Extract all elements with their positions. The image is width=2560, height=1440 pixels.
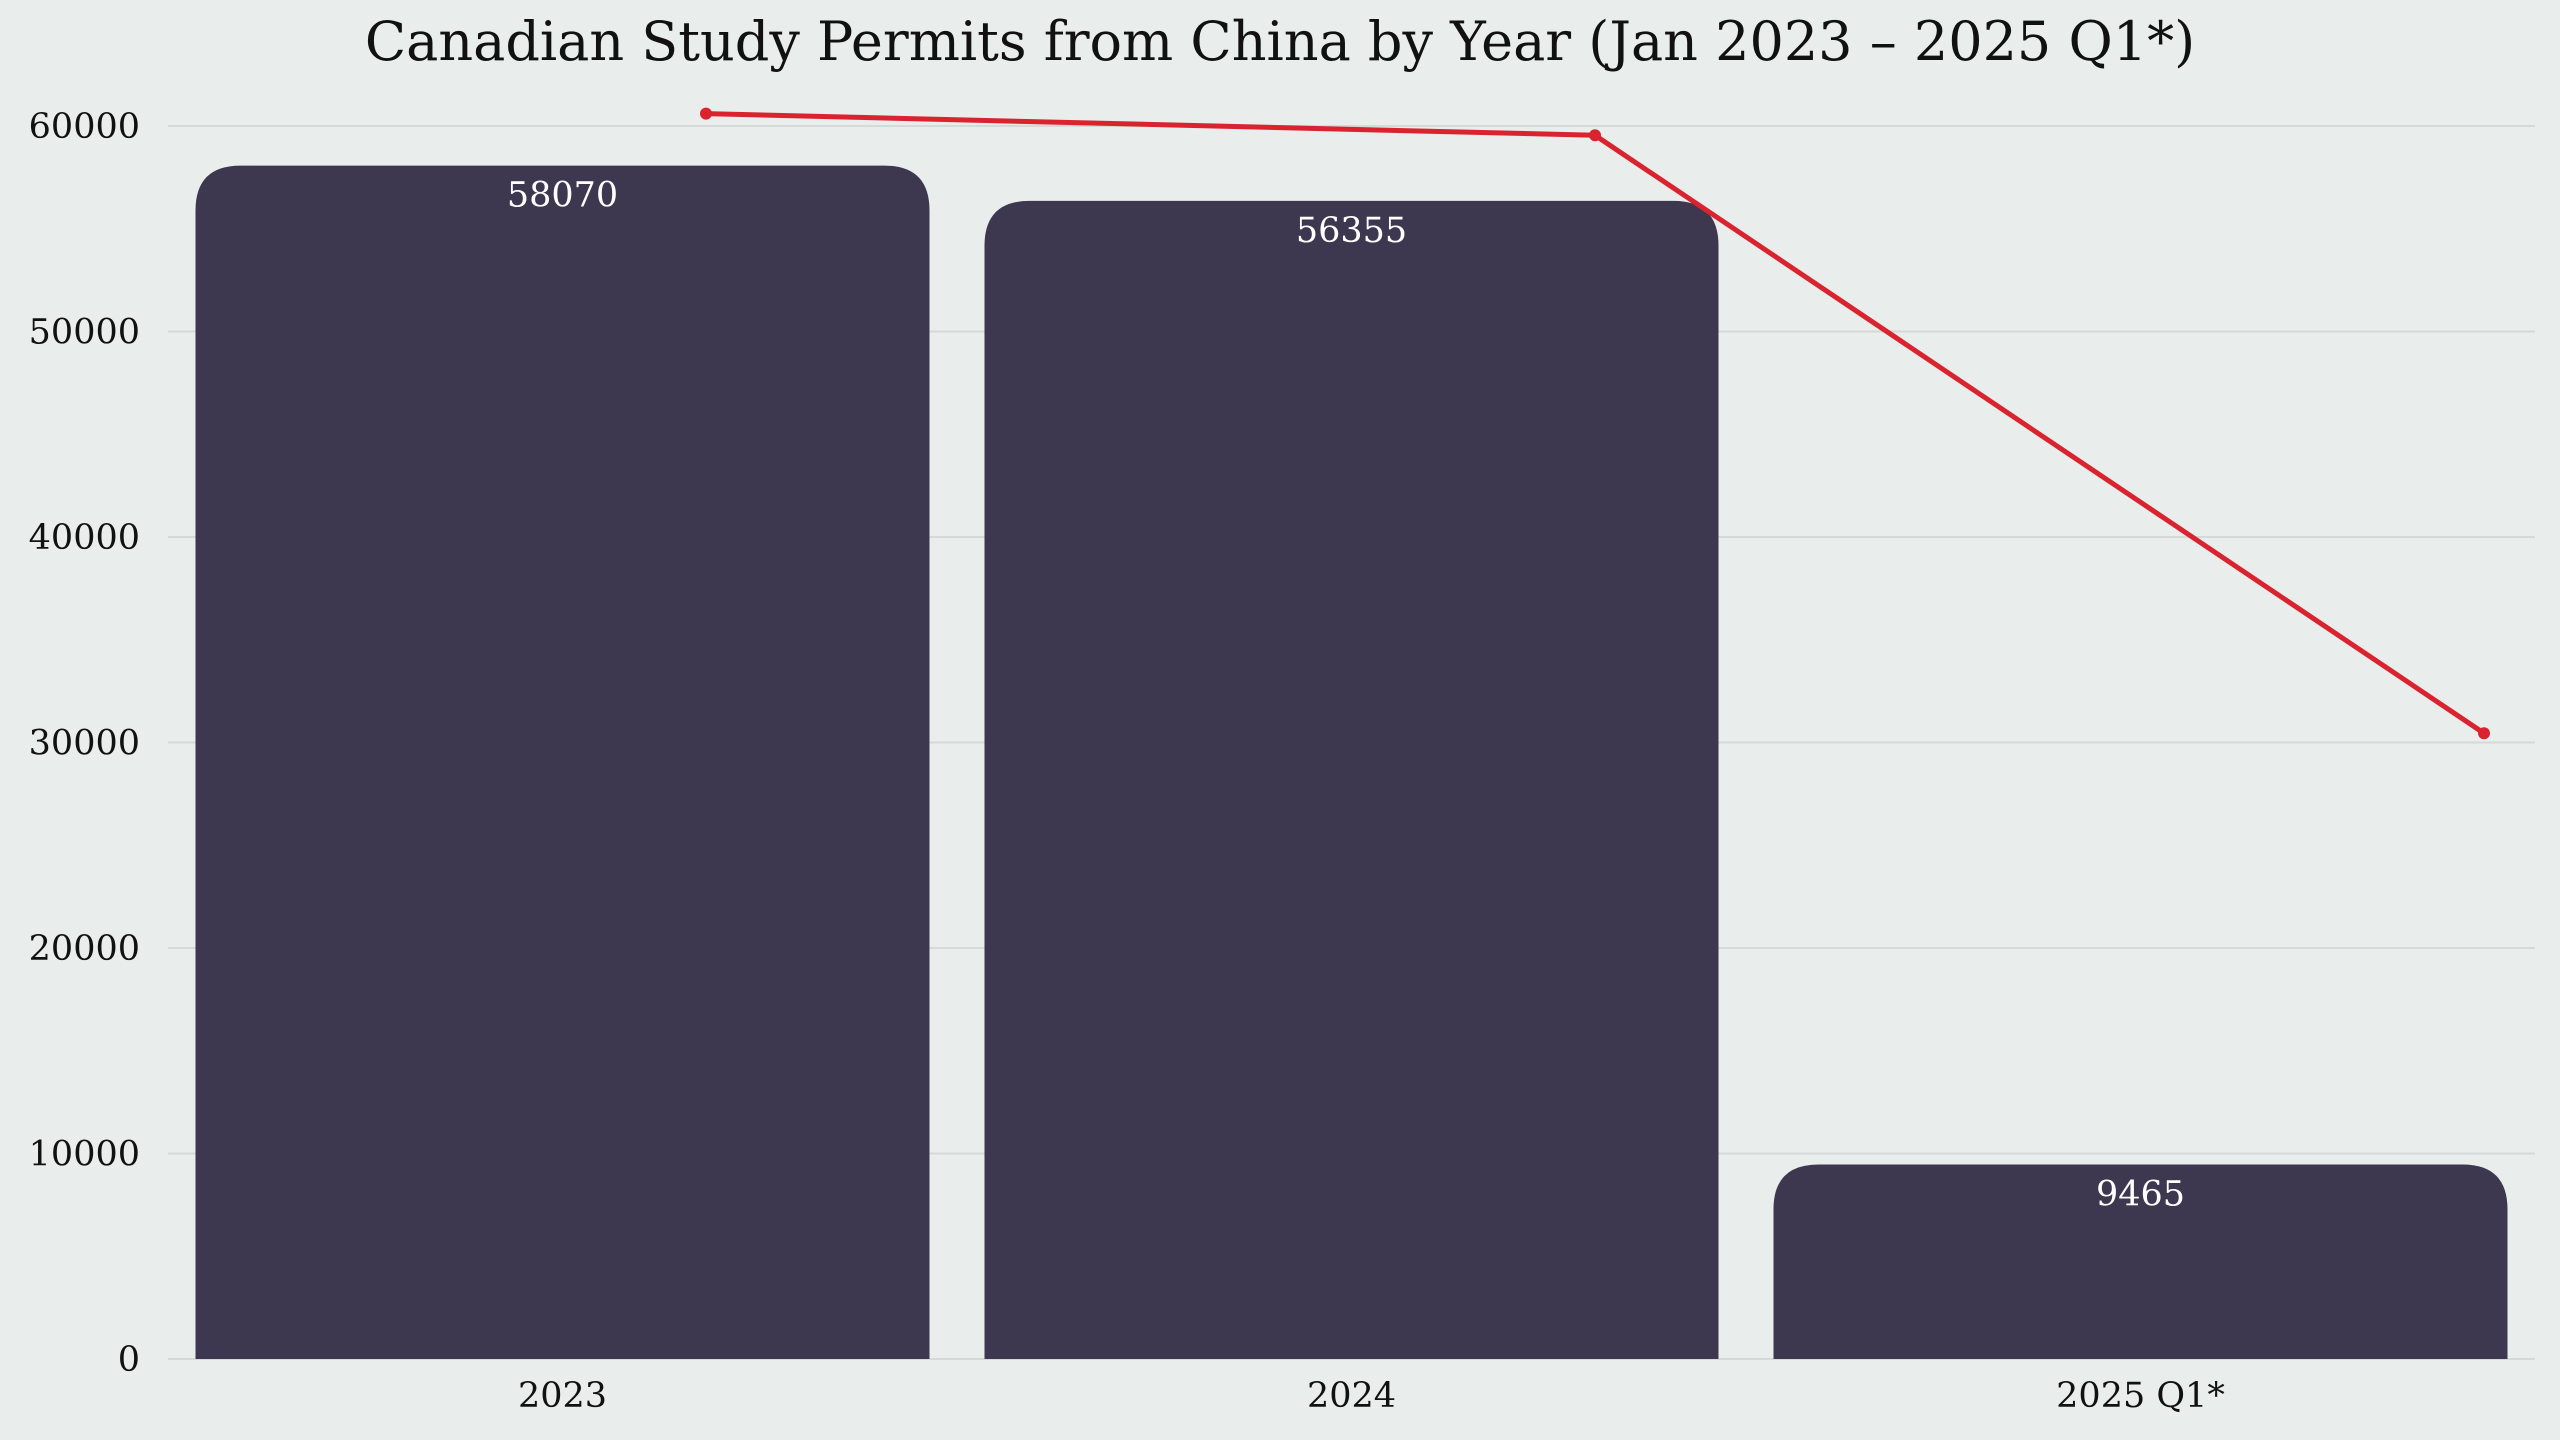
x-axis: 2023 2024 2025 Q1* [518,1376,2225,1416]
y-tick-label: 30000 [29,724,140,764]
x-tick-label: 2025 Q1* [2056,1376,2225,1416]
trend-point [700,107,712,120]
trend-point [1589,129,1601,142]
x-tick-label: 2024 [1307,1376,1396,1416]
y-tick-label: 50000 [29,313,140,353]
data-label: 56355 [1296,211,1407,251]
y-tick-label: 10000 [29,1135,140,1175]
y-tick-label: 60000 [29,107,140,147]
bar-2025-q1 [1773,1164,2508,1359]
chart-title: Canadian Study Permits from China by Yea… [365,10,2195,73]
data-label: 9465 [2096,1174,2185,1214]
y-tick-label: 20000 [29,929,140,969]
bar-2024 [984,200,1719,1359]
x-tick-label: 2023 [518,1376,607,1416]
y-tick-label: 40000 [29,518,140,558]
bar-series [195,165,2508,1359]
bar-2023 [195,165,930,1359]
y-axis: 0 10000 20000 30000 40000 50000 60000 [29,107,140,1380]
data-label-layer: 58070 56355 9465 [507,176,2185,1215]
data-label: 58070 [507,176,618,216]
trend-point [2478,727,2490,740]
trend-line-series [700,107,2490,740]
y-tick-label: 0 [118,1340,140,1380]
